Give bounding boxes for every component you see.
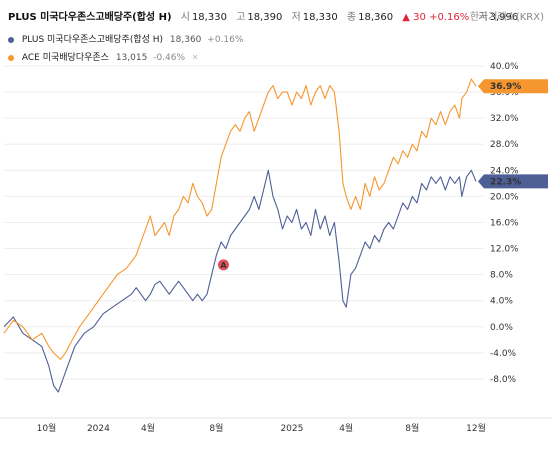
x-tick-label: 2025 [280,424,303,434]
chart-grid [4,65,484,380]
legend-item-ace[interactable]: ACE 미국배당다우존스 13,015 -0.46% ✕ [8,50,199,63]
legend-change: -0.46% [153,53,186,63]
close-label: 종 [346,12,357,23]
legend-name: ACE 미국배당다우존스 [21,53,109,63]
annotation-marker[interactable]: A [217,259,229,271]
x-tick-label: 4월 [339,422,353,434]
legend-item-plus[interactable]: PLUS 미국다우존스고배당주(합성 H) 18,360 +0.16% [8,32,243,45]
series-layer [3,78,477,393]
open-label: 시 [180,12,190,23]
y-tick-label: 28.0% [490,140,519,150]
legend-value: 18,360 [169,35,202,45]
last-value-tag [478,79,548,94]
x-tick-label: 4월 [141,422,155,434]
legend-dot-icon [8,54,14,61]
y-tick-label: 40.0% [490,62,519,72]
y-tick-label: 4.0% [490,297,513,307]
close-icon[interactable]: ✕ [191,53,199,62]
low-label: 저 [291,12,301,23]
legend-dot-icon [8,36,14,43]
legend-name: PLUS 미국다우존스고배당주(합성 H) [21,35,164,45]
annotation-marker-label: A [220,261,227,270]
high-value: 18,390 [247,12,283,23]
y-tick-label: 32.0% [490,114,519,124]
volume-value: 3,996 [489,12,519,23]
y-tick-label: 8.0% [490,271,513,281]
y-axis: -8.0% -4.0% 0.0% 4.0% 8.0% 12.0% 16.0% 20.0% 24.… [490,62,519,385]
volume-label: 거 [478,12,488,23]
x-axis: 10월 2024 4월 8월 2025 4월 8월 12월 [0,417,552,434]
y-tick-label: 12.0% [490,245,519,255]
x-tick-label: 10월 [37,422,57,434]
open-value: 18,330 [191,12,227,23]
last-value-label: 36.9% [490,82,521,92]
y-tick-label: 0.0% [490,323,513,333]
y-tick-label: 20.0% [490,192,519,202]
x-tick-label: 12월 [466,422,486,434]
last-value-label: 22.3% [490,177,521,187]
legend-value: 13,015 [115,53,148,63]
x-tick-label: 8월 [405,422,419,434]
y-tick-label: 24.0% [490,166,519,176]
exchange-label: 한국거래소(KRX) [469,12,544,23]
y-tick-label: 16.0% [490,218,519,228]
annotation-marker-dot [217,259,229,271]
last-value-tag [478,174,548,189]
close-value: 18,360 [358,12,394,23]
chart-title: PLUS 미국다우존스고배당주(합성 H) [8,12,172,23]
x-tick-label: 2024 [87,424,110,434]
y-tick-label: -8.0% [490,375,517,385]
y-tick-label: -4.0% [490,349,517,359]
series-line [3,169,477,393]
change-value: ▲ 30 +0.16% [402,12,470,23]
high-label: 고 [236,12,246,23]
last-value-tags: 22.3% 36.9% [478,79,548,189]
legend-change: +0.16% [207,35,244,45]
x-tick-label: 8월 [209,422,223,434]
low-value: 18,330 [302,12,338,23]
series-line [3,78,477,360]
